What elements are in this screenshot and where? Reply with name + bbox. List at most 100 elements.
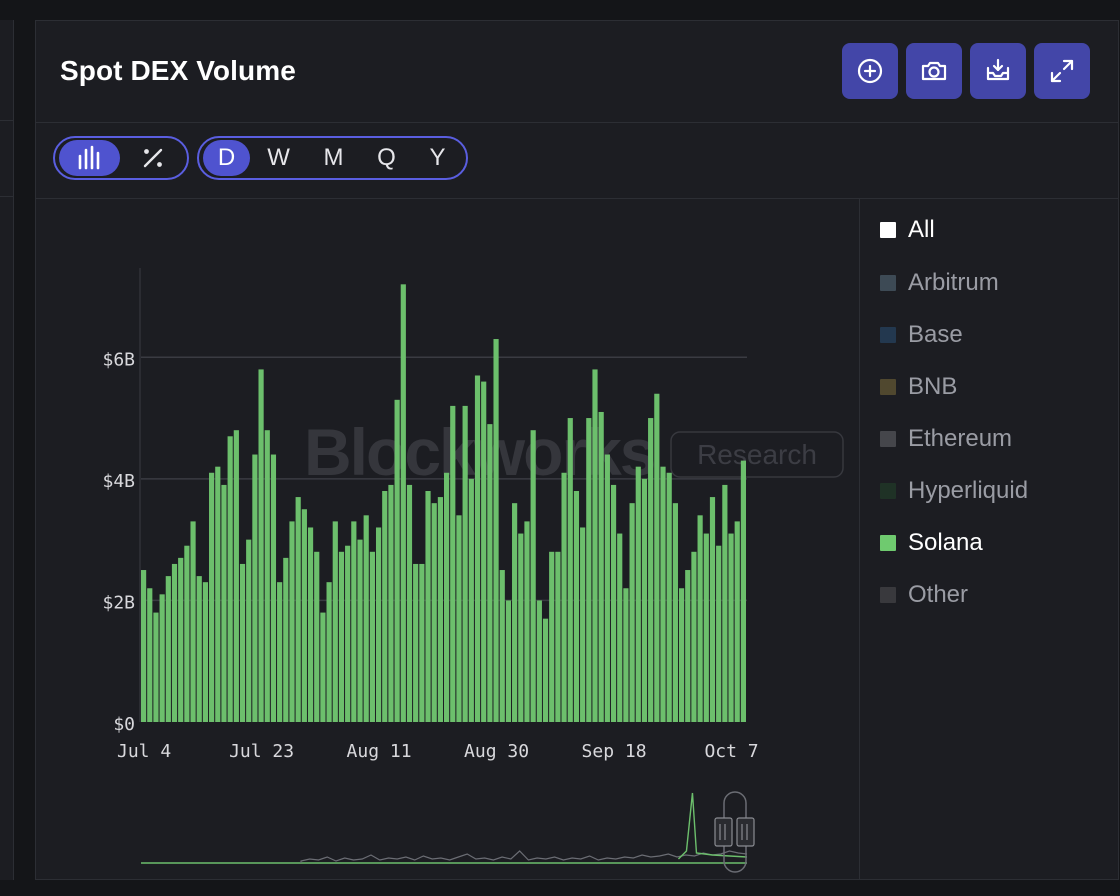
bar[interactable] bbox=[654, 393, 660, 722]
bar[interactable] bbox=[592, 369, 598, 722]
bar[interactable] bbox=[660, 466, 666, 722]
bar-mode-button[interactable] bbox=[59, 140, 120, 176]
bar[interactable] bbox=[437, 497, 443, 722]
bar[interactable] bbox=[252, 454, 258, 722]
bar[interactable] bbox=[555, 551, 561, 722]
bar[interactable] bbox=[209, 472, 215, 722]
bar[interactable] bbox=[678, 588, 685, 722]
bar[interactable] bbox=[351, 521, 357, 722]
bar[interactable] bbox=[382, 491, 388, 722]
bar[interactable] bbox=[394, 399, 400, 722]
bar[interactable] bbox=[518, 533, 524, 722]
bar[interactable] bbox=[184, 545, 190, 722]
screenshot-button[interactable] bbox=[906, 43, 962, 99]
bar[interactable] bbox=[301, 509, 307, 722]
bar[interactable] bbox=[425, 491, 431, 722]
bar[interactable] bbox=[487, 424, 493, 722]
legend-item-arbitrum[interactable]: Arbitrum bbox=[880, 257, 1028, 309]
bar[interactable] bbox=[617, 533, 623, 722]
bar[interactable] bbox=[604, 454, 610, 722]
bar[interactable] bbox=[474, 375, 481, 723]
bar[interactable] bbox=[338, 551, 345, 722]
bar[interactable] bbox=[326, 582, 332, 722]
legend-item-bnb[interactable]: BNB bbox=[880, 361, 1028, 413]
bar[interactable] bbox=[722, 484, 728, 722]
bar[interactable] bbox=[648, 418, 654, 722]
bar[interactable] bbox=[171, 563, 178, 722]
bar[interactable] bbox=[456, 515, 462, 722]
bar[interactable] bbox=[233, 430, 239, 722]
bar[interactable] bbox=[549, 551, 555, 722]
bar[interactable] bbox=[734, 521, 740, 722]
navigator-handle[interactable] bbox=[714, 791, 755, 873]
bar[interactable] bbox=[345, 545, 351, 722]
bar[interactable] bbox=[159, 594, 165, 722]
bar[interactable] bbox=[709, 497, 716, 722]
bar[interactable] bbox=[239, 563, 246, 722]
bar[interactable] bbox=[573, 491, 580, 722]
bar[interactable] bbox=[165, 576, 171, 722]
bar-chart[interactable]: Blockworks Research $0 $2B $4B $6B Jul 4 Jul… bbox=[36, 198, 859, 881]
bar[interactable] bbox=[635, 466, 641, 722]
interval-q-button[interactable]: Q bbox=[377, 144, 396, 171]
legend-item-other[interactable]: Other bbox=[880, 569, 1028, 621]
bar[interactable] bbox=[227, 436, 233, 722]
bar[interactable] bbox=[314, 551, 320, 722]
bar[interactable] bbox=[728, 533, 734, 722]
legend-item-ethereum[interactable]: Ethereum bbox=[880, 413, 1028, 465]
bar[interactable] bbox=[406, 484, 413, 722]
legend-item-hyperliquid[interactable]: Hyperliquid bbox=[880, 465, 1028, 517]
bar[interactable] bbox=[375, 527, 382, 722]
bar[interactable] bbox=[740, 460, 746, 722]
bar[interactable] bbox=[289, 521, 295, 722]
bar[interactable] bbox=[512, 503, 518, 722]
bar[interactable] bbox=[178, 557, 184, 722]
navigator-grip-right[interactable] bbox=[736, 817, 755, 847]
bar[interactable] bbox=[246, 539, 252, 722]
navigator-grip-left[interactable] bbox=[714, 817, 733, 847]
bar[interactable] bbox=[320, 612, 326, 722]
legend-item-all[interactable]: All bbox=[880, 211, 1028, 249]
bar[interactable] bbox=[196, 576, 202, 722]
bar[interactable] bbox=[419, 563, 425, 722]
bar[interactable] bbox=[462, 405, 468, 722]
bar[interactable] bbox=[258, 369, 264, 722]
bar[interactable] bbox=[542, 618, 549, 722]
bar[interactable] bbox=[493, 339, 499, 722]
bar[interactable] bbox=[629, 503, 635, 722]
bar[interactable] bbox=[536, 600, 542, 722]
legend-item-base[interactable]: Base bbox=[880, 309, 1028, 361]
bar[interactable] bbox=[623, 588, 629, 722]
bar[interactable] bbox=[505, 600, 512, 722]
range-navigator[interactable] bbox=[141, 791, 755, 873]
bar[interactable] bbox=[672, 503, 678, 722]
bar[interactable] bbox=[530, 430, 536, 722]
bar[interactable] bbox=[388, 484, 394, 722]
bar[interactable] bbox=[691, 551, 697, 722]
bar[interactable] bbox=[561, 472, 567, 722]
bar[interactable] bbox=[524, 521, 530, 722]
bar[interactable] bbox=[307, 527, 314, 722]
interval-d-button[interactable]: D bbox=[203, 140, 251, 176]
bar[interactable] bbox=[666, 472, 672, 722]
bar[interactable] bbox=[431, 503, 437, 722]
bar[interactable] bbox=[481, 381, 487, 722]
bar[interactable] bbox=[499, 570, 505, 722]
bar[interactable] bbox=[147, 588, 153, 722]
bar[interactable] bbox=[703, 533, 709, 722]
bar[interactable] bbox=[567, 418, 573, 722]
bar[interactable] bbox=[413, 563, 419, 722]
bar[interactable] bbox=[221, 484, 227, 722]
bar[interactable] bbox=[332, 521, 338, 722]
bar[interactable] bbox=[202, 582, 209, 722]
bar[interactable] bbox=[369, 551, 375, 722]
bar[interactable] bbox=[295, 497, 301, 722]
bar[interactable] bbox=[641, 478, 648, 722]
bar[interactable] bbox=[264, 430, 270, 722]
bar[interactable] bbox=[598, 411, 604, 722]
bar[interactable] bbox=[450, 405, 456, 722]
bar[interactable] bbox=[283, 557, 289, 722]
bar[interactable] bbox=[277, 582, 283, 722]
download-button[interactable] bbox=[970, 43, 1026, 99]
add-button[interactable] bbox=[842, 43, 898, 99]
